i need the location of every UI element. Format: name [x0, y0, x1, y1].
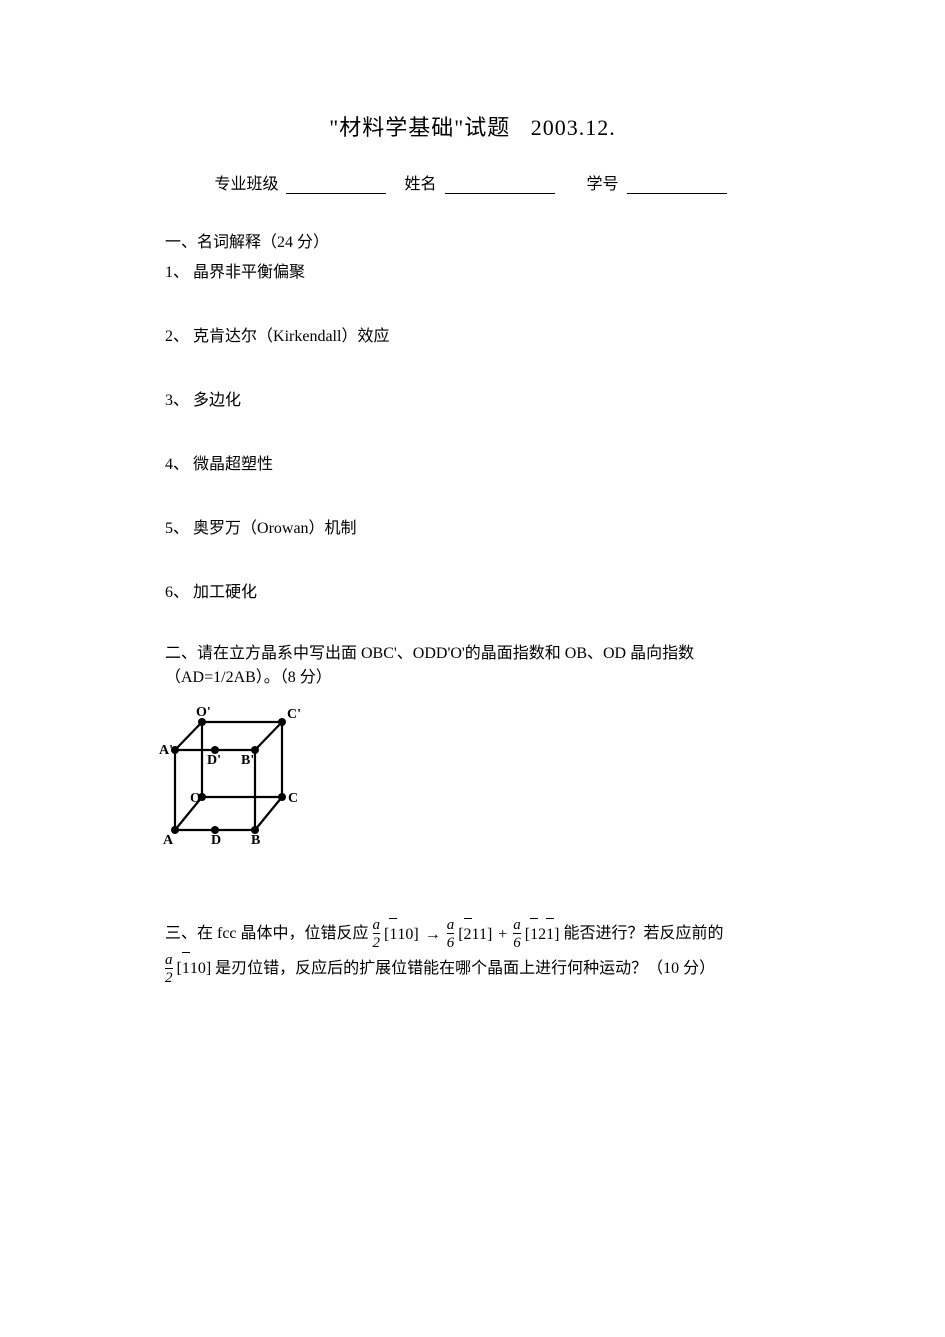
student-info-row: 专业班级 姓名 学号 [165, 170, 780, 194]
q1-4: 4、 微晶超塑性 [165, 450, 780, 474]
q1-5: 5、 奥罗万（Orowan）机制 [165, 514, 780, 538]
section3: 三、在 fcc 晶体中，位错反应 a 2 [110] → a 6 [211] +… [165, 917, 780, 986]
miller-121: [121] [525, 926, 560, 943]
section2-text: 二、请在立方晶系中写出面 OBC'、ODD'O'的晶面指数和 OB、OD 晶向指… [165, 642, 780, 690]
q-num: 4、 [165, 456, 189, 473]
arrow-icon: → [425, 926, 441, 943]
cube-label-A: A [163, 833, 174, 848]
class-label: 专业班级 [214, 176, 278, 193]
miller-211: [211] [458, 926, 492, 943]
q1-1: 1、 晶界非平衡偏聚 [165, 258, 780, 282]
q-text: 晶界非平衡偏聚 [193, 264, 305, 281]
miller-110: [110] [384, 926, 419, 943]
section1-header: 一、名词解释（24 分） [165, 232, 780, 254]
cube-label-O-prime: O' [196, 705, 211, 720]
q-text: 多边化 [193, 392, 241, 409]
frac-a6-1: a 6 [447, 918, 455, 952]
miller-110-2: [110] [177, 960, 212, 977]
name-blank[interactable] [445, 176, 555, 194]
q1-3: 3、 多边化 [165, 386, 780, 410]
q-num: 1、 [165, 264, 189, 281]
q-text: 奥罗万（Orowan）机制 [193, 520, 357, 537]
q-num: 6、 [165, 584, 189, 601]
frac-a6-2: a 6 [513, 918, 521, 952]
s3-prefix: 三、在 fcc 晶体中，位错反应 [165, 925, 369, 942]
id-blank[interactable] [627, 176, 727, 194]
class-blank[interactable] [286, 176, 386, 194]
q1-2: 2、 克肯达尔（Kirkendall）效应 [165, 322, 780, 346]
q-num: 5、 [165, 520, 189, 537]
q-num: 3、 [165, 392, 189, 409]
cube-label-D-prime: D' [207, 753, 221, 768]
cube-label-C-prime: C' [287, 707, 301, 722]
frac-a2-2: a 2 [165, 953, 173, 987]
s3-tail: 是刃位错，反应后的扩展位错能在哪个晶面上进行何种运动？（10 分） [215, 960, 715, 977]
plus-icon: + [498, 926, 507, 943]
q-text: 微晶超塑性 [193, 456, 273, 473]
s3-mid: 能否进行？若反应前的 [563, 925, 723, 942]
cube-label-D: D [211, 833, 221, 848]
cube-label-O: O [190, 791, 201, 806]
page: "材料学基础"试题 2003.12. 专业班级 姓名 学号 一、名词解释（24 … [0, 0, 945, 986]
equation-tail: a 2 [110] [165, 952, 211, 986]
id-label: 学号 [587, 176, 619, 193]
cube-label-B: B [251, 833, 260, 848]
name-label: 姓名 [404, 176, 436, 193]
q-text: 加工硬化 [193, 584, 257, 601]
q1-6: 6、 加工硬化 [165, 578, 780, 602]
cube-diagram: O' C' A' D' B' O C A D B [157, 702, 332, 857]
cube-label-C: C [288, 791, 298, 806]
q-num: 2、 [165, 328, 189, 345]
cube-label-B-prime: B' [241, 753, 254, 768]
page-title: "材料学基础"试题 2003.12. [165, 110, 780, 142]
q-text: 克肯达尔（Kirkendall）效应 [193, 328, 389, 345]
title-main: "材料学基础"试题 [329, 115, 510, 140]
cube-label-A-prime: A' [159, 743, 173, 758]
title-date: 2003.12. [531, 115, 616, 140]
frac-a2-1: a 2 [373, 918, 381, 952]
equation: a 2 [110] → a 6 [211] + a 6 [121] [373, 918, 560, 952]
